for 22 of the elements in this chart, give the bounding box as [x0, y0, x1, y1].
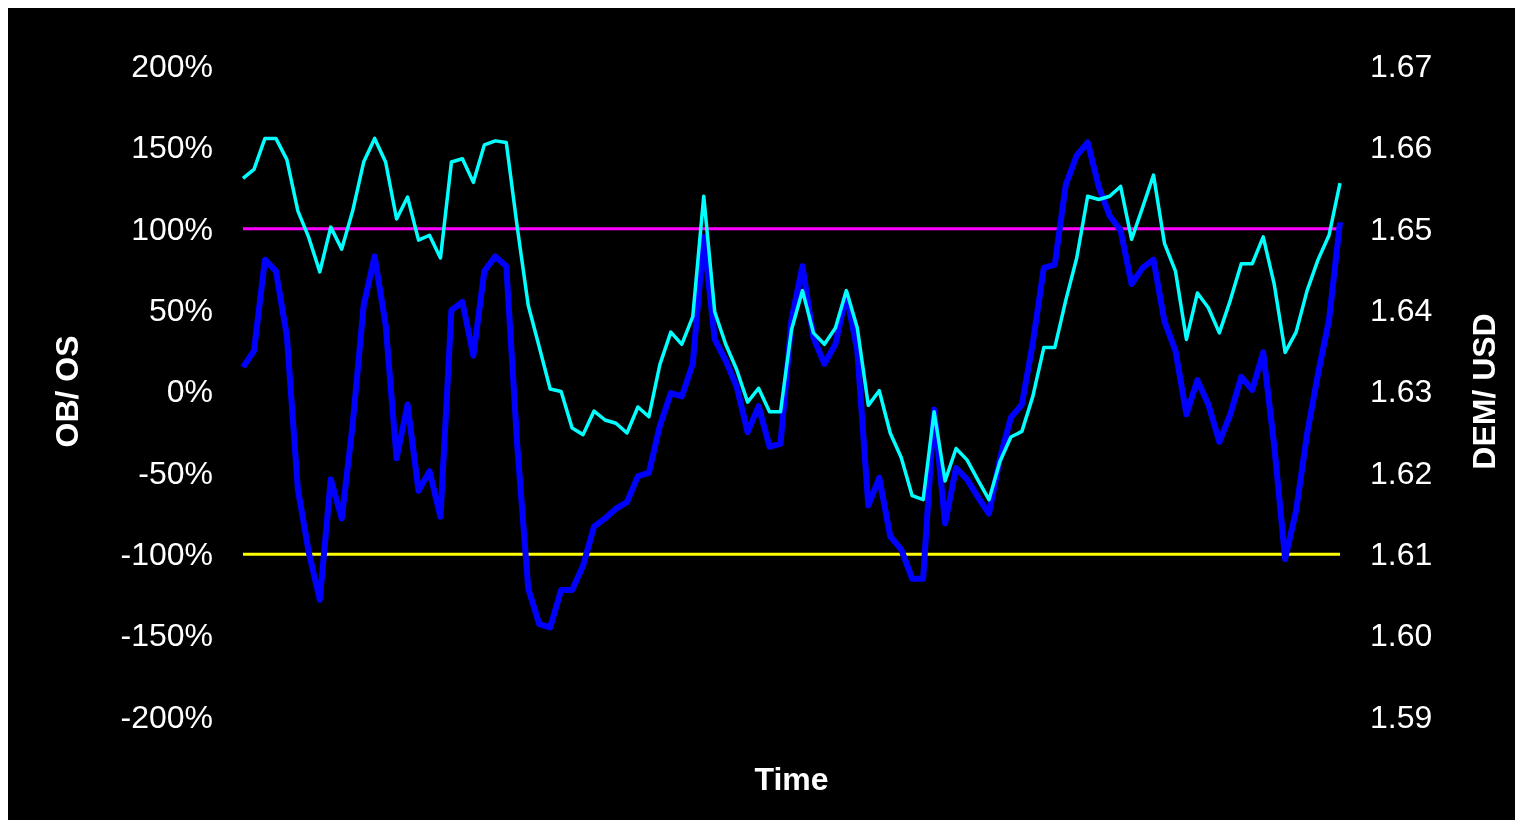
y2-tick-label: 1.63: [1370, 373, 1433, 410]
y2-tick-label: 1.66: [1370, 129, 1433, 166]
y-axis-title: OB/ OS: [49, 335, 85, 448]
y-tick-label: -150%: [120, 617, 213, 654]
y-tick-label: -50%: [138, 454, 213, 491]
y-tick-label: 150%: [131, 129, 213, 166]
y-tick-label: 0%: [166, 373, 213, 410]
y-tick-label: 200%: [131, 47, 213, 84]
y2-tick-label: 1.64: [1370, 291, 1433, 328]
y2-tick-label: 1.65: [1370, 210, 1433, 247]
y-tick-label: -200%: [120, 698, 213, 735]
y2-axis-title: DEM/ USD: [1466, 313, 1502, 470]
y2-tick-label: 1.61: [1370, 535, 1433, 572]
y2-tick-label: 1.62: [1370, 454, 1433, 491]
y-tick-label: 50%: [148, 291, 213, 328]
y-tick-label: 100%: [131, 210, 213, 247]
y2-tick-label: 1.60: [1370, 617, 1433, 654]
y2-tick-label: 1.67: [1370, 47, 1433, 84]
line-series: [241, 136, 1342, 502]
y-tick-label: -100%: [120, 535, 213, 572]
y2-tick-label: 1.59: [1370, 698, 1433, 735]
x-axis-title: Time: [754, 761, 829, 797]
